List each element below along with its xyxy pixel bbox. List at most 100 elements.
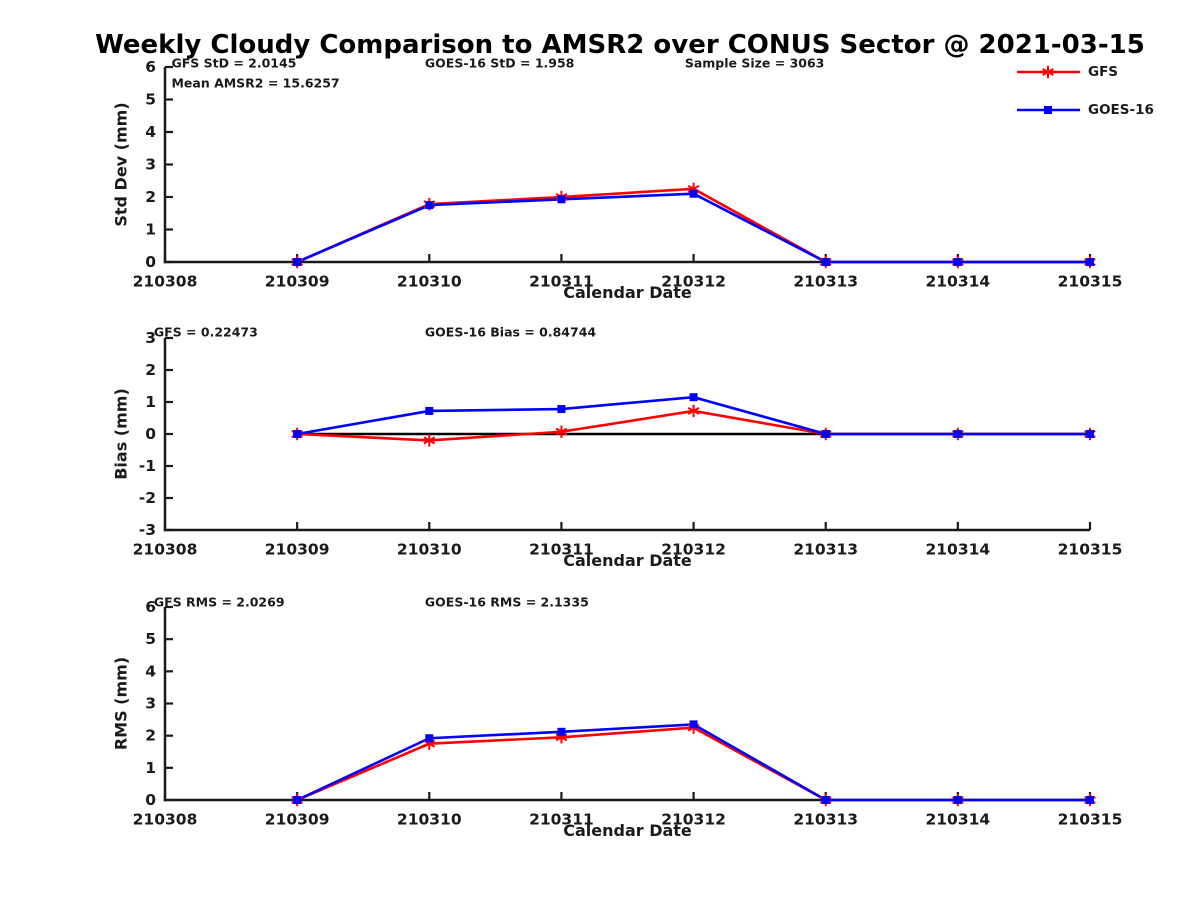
- marker-goes-16-210311: [557, 195, 566, 204]
- marker-goes-16-210309: [293, 430, 302, 438]
- y-tick-label: 0: [145, 425, 156, 443]
- y-tick-label: 5: [145, 630, 156, 648]
- legend-label: GFS: [1088, 64, 1118, 80]
- annotation: GFS StD = 2.0145: [171, 56, 296, 71]
- marker-goes-16-210312: [689, 393, 698, 402]
- marker-goes-16-210315: [1086, 796, 1094, 804]
- x-tick-label: 210314: [925, 811, 990, 829]
- annotation: GOES-16 StD = 1.958: [425, 56, 574, 71]
- x-tick-label: 210312: [661, 541, 726, 559]
- x-tick-label: 210312: [661, 811, 726, 829]
- x-tick-label: 210308: [133, 811, 198, 829]
- y-tick-label: 2: [145, 361, 156, 379]
- x-tick-label: 210310: [397, 541, 462, 559]
- legend-marker-square: [1044, 106, 1052, 114]
- legend-entry-goes-16: GOES-16: [1017, 102, 1154, 118]
- marker-gfs-210312: [687, 404, 700, 418]
- marker-goes-16-210313: [821, 796, 830, 804]
- x-tick-label: 210308: [133, 273, 198, 291]
- x-tick-label: 210311: [529, 541, 594, 559]
- y-tick-label: 0: [145, 253, 156, 271]
- annotation: Mean AMSR2 = 15.6257: [171, 76, 339, 91]
- x-tick-label: 210313: [793, 541, 858, 559]
- series-line-gfs: [296, 187, 1090, 264]
- marker-goes-16-210311: [557, 727, 566, 736]
- x-tick-label: 210313: [793, 811, 858, 829]
- chart-rms: 0 1 2 3 4 5 6 210308 210309 210310 210311 210312 210…: [112, 595, 1123, 841]
- x-tick-label: 210311: [529, 811, 594, 829]
- marker-goes-16-210312: [689, 720, 698, 729]
- marker-goes-16-210310: [425, 734, 434, 743]
- x-tick-label: 210315: [1058, 273, 1123, 291]
- marker-goes-16-210312: [689, 189, 698, 198]
- y-tick-label: 2: [145, 188, 156, 206]
- y-axis-title: RMS (mm): [112, 657, 131, 750]
- x-tick-label: 210313: [793, 273, 858, 291]
- marker-goes-16-210314: [953, 430, 962, 438]
- marker-gfs-210311: [555, 425, 568, 438]
- marker-goes-16-210313: [821, 258, 830, 266]
- y-tick-label: -1: [139, 457, 156, 475]
- y-tick-label: 0: [145, 791, 156, 809]
- marker-goes-16-210310: [425, 406, 434, 415]
- x-axis-title: Calendar Date: [563, 821, 692, 840]
- x-tick-label: 210314: [925, 541, 990, 559]
- y-tick-label: 4: [145, 662, 156, 680]
- marker-goes-16-210314: [953, 796, 962, 804]
- legend-entry-gfs: GFS: [1017, 64, 1118, 80]
- annotation: GFS RMS = 2.0269: [154, 595, 285, 610]
- marker-goes-16-210314: [953, 258, 962, 266]
- y-tick-label: 1: [145, 221, 156, 239]
- chart-bias: -3 -2 -1 0 1 2 3 210308 210309 210310 210311 210312…: [112, 325, 1123, 571]
- x-tick-label: 210309: [265, 541, 330, 559]
- series-line-goes-16: [296, 723, 1090, 802]
- y-tick-label: 6: [145, 58, 156, 76]
- legend-label: GOES-16: [1088, 102, 1154, 118]
- y-tick-label: 3: [145, 329, 156, 347]
- marker-goes-16-210315: [1086, 258, 1094, 266]
- x-tick-label: 210314: [925, 273, 990, 291]
- x-tick-label: 210309: [265, 273, 330, 291]
- y-tick-label: 5: [145, 91, 156, 109]
- x-tick-label: 210310: [397, 811, 462, 829]
- x-axis-title: Calendar Date: [563, 283, 692, 302]
- y-tick-label: 6: [145, 598, 156, 616]
- marker-goes-16-210311: [557, 405, 566, 414]
- y-tick-label: 2: [145, 727, 156, 745]
- y-tick-label: -2: [139, 489, 156, 507]
- annotation: Sample Size = 3063: [685, 56, 825, 71]
- x-tick-label: 210309: [265, 811, 330, 829]
- annotation: GOES-16 RMS = 2.1335: [425, 595, 589, 610]
- legend: GFS GOES-16: [1017, 64, 1154, 118]
- annotation: GFS = 0.22473: [154, 325, 258, 340]
- y-tick-label: 3: [145, 156, 156, 174]
- x-tick-label: 210315: [1058, 541, 1123, 559]
- y-tick-label: 4: [145, 123, 156, 141]
- chart-stddev: 0 1 2 3 4 5 6 210308 210309 210310 210311 210312 210…: [112, 56, 1123, 303]
- y-tick-label: 3: [145, 695, 156, 713]
- y-tick-label: -3: [139, 521, 156, 539]
- marker-goes-16-210315: [1086, 430, 1094, 438]
- x-tick-label: 210310: [397, 273, 462, 291]
- x-tick-label: 210311: [529, 273, 594, 291]
- legend-marker-asterisk: [1042, 65, 1054, 79]
- y-tick-label: 1: [145, 393, 156, 411]
- x-tick-label: 210308: [133, 541, 198, 559]
- annotation: GOES-16 Bias = 0.84744: [425, 325, 596, 340]
- y-axis-title: Bias (mm): [112, 388, 131, 480]
- x-tick-label: 210312: [661, 273, 726, 291]
- marker-goes-16-210309: [293, 796, 302, 804]
- marker-goes-16-210309: [293, 258, 302, 266]
- y-axis-title: Std Dev (mm): [112, 102, 131, 226]
- x-tick-label: 210315: [1058, 811, 1123, 829]
- series-line-gfs: [296, 726, 1090, 802]
- y-tick-label: 1: [145, 759, 156, 777]
- series-line-goes-16: [296, 192, 1090, 264]
- marker-goes-16-210310: [425, 201, 434, 210]
- chart-title: Weekly Cloudy Comparison to AMSR2 over C…: [95, 30, 1145, 60]
- marker-goes-16-210313: [821, 430, 830, 438]
- x-axis-title: Calendar Date: [563, 551, 692, 570]
- marker-gfs-210310: [423, 434, 436, 447]
